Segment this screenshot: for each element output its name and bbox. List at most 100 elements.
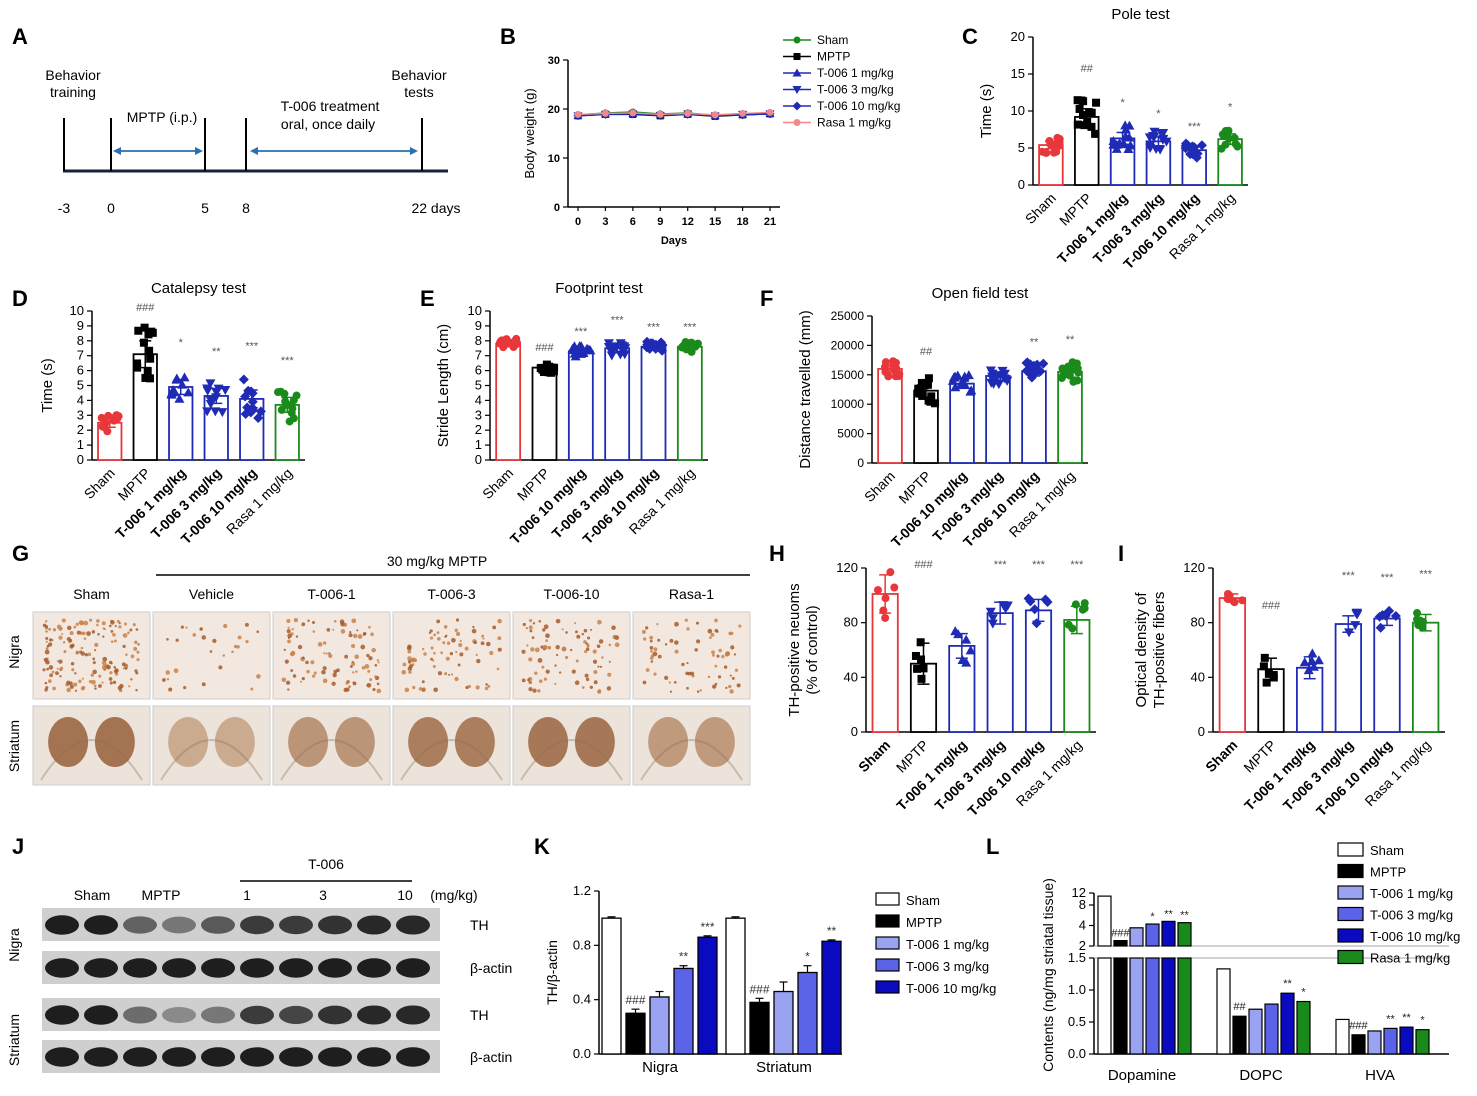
stained-cell [73, 682, 78, 687]
data-point [276, 387, 285, 396]
stained-cell [134, 640, 138, 645]
blot-band [318, 1047, 352, 1067]
y-tick-label: 0 [1018, 177, 1025, 192]
stained-cell [485, 683, 488, 686]
bar [986, 612, 1014, 733]
panel-letter: K [534, 834, 550, 859]
data-point [544, 363, 553, 372]
stained-cell [110, 630, 114, 633]
stained-cell [606, 686, 612, 691]
stained-cell [496, 667, 500, 671]
stained-cell [538, 620, 542, 623]
data-point [177, 379, 188, 389]
stained-cell [44, 620, 48, 623]
bar [877, 368, 903, 464]
y-tick-label: 0 [1198, 724, 1205, 739]
stained-cell [78, 679, 82, 683]
stained-cell [301, 622, 306, 627]
panel-letter: F [760, 286, 773, 311]
y-axis-label: Time (s) [978, 84, 995, 138]
category-label: Dopamine [1108, 1067, 1176, 1084]
blot-band [201, 1047, 235, 1067]
data-point [1092, 98, 1101, 107]
stained-cell [287, 639, 291, 644]
arrow-head [195, 147, 203, 155]
striatum-right [214, 717, 255, 767]
blot-band [84, 915, 118, 935]
tissue-outline [640, 739, 743, 781]
bar [625, 1012, 646, 1055]
data-point [985, 607, 996, 617]
stained-cell [721, 654, 725, 659]
stained-cell [593, 669, 598, 675]
stained-cell [352, 633, 358, 639]
y-tick-label: 40 [1191, 669, 1205, 684]
lane-label: (mg/kg) [430, 887, 477, 903]
stained-cell [528, 680, 532, 684]
y-axis-label: (% of control) [804, 605, 821, 694]
blot-band [123, 1047, 157, 1067]
stained-cell [245, 639, 249, 644]
stained-cell [49, 673, 53, 678]
stained-cell [407, 666, 413, 671]
bar [821, 940, 842, 1055]
stained-cell [521, 649, 526, 654]
data-point [601, 109, 609, 117]
stained-cell [592, 649, 597, 654]
data-point [1123, 143, 1134, 153]
stained-cell [717, 675, 722, 679]
y-tick-label: 5000 [837, 427, 864, 441]
stained-cell [209, 650, 213, 653]
stained-cell [66, 680, 71, 686]
data-point [961, 657, 972, 667]
panel-letter: B [500, 24, 516, 49]
striatum-image [152, 705, 271, 786]
stained-cell [681, 662, 685, 667]
stained-cell [574, 680, 580, 685]
stained-cell [199, 627, 203, 631]
stained-cell [459, 639, 462, 643]
stained-cell [718, 648, 722, 653]
bar [1063, 619, 1091, 733]
stained-cell [716, 654, 720, 658]
data-point [1111, 143, 1122, 153]
data-point [987, 374, 998, 384]
y-tick-label: 1 [77, 437, 84, 452]
stained-cell [497, 618, 502, 624]
stained-cell [669, 638, 674, 643]
stained-cell [492, 625, 497, 630]
stained-cell [432, 659, 435, 662]
y-tick-label: 1.0 [1068, 982, 1086, 997]
data-point [881, 613, 890, 622]
data-point [145, 374, 154, 383]
striatum-left [48, 717, 89, 767]
category-label: HVA [1365, 1067, 1395, 1084]
panel-letter: H [769, 541, 785, 566]
column-label: Sham [73, 586, 110, 602]
stained-cell [584, 673, 589, 678]
stained-cell [376, 659, 379, 662]
blot-band [45, 958, 79, 978]
stained-cell [305, 660, 309, 665]
data-point [174, 393, 185, 403]
data-point [210, 407, 221, 417]
bar [1257, 668, 1285, 733]
stained-cell [542, 628, 546, 632]
lane-label: MPTP [142, 887, 181, 903]
stained-cell [56, 667, 59, 670]
bar [1113, 940, 1128, 947]
stained-cell [608, 643, 612, 647]
panel-letter: A [12, 24, 28, 49]
striatum-right [334, 717, 375, 767]
blot-band [123, 958, 157, 978]
stained-cell [725, 686, 728, 690]
y-tick-label: 7 [77, 348, 84, 363]
data-point [792, 68, 802, 77]
stained-cell [589, 628, 592, 631]
bar [531, 366, 558, 461]
data-point [112, 411, 121, 420]
legend-label: T-006 10 mg/kg [906, 981, 996, 996]
stained-cell [103, 628, 106, 631]
stained-cell [598, 639, 604, 644]
blot-band [162, 1006, 196, 1024]
